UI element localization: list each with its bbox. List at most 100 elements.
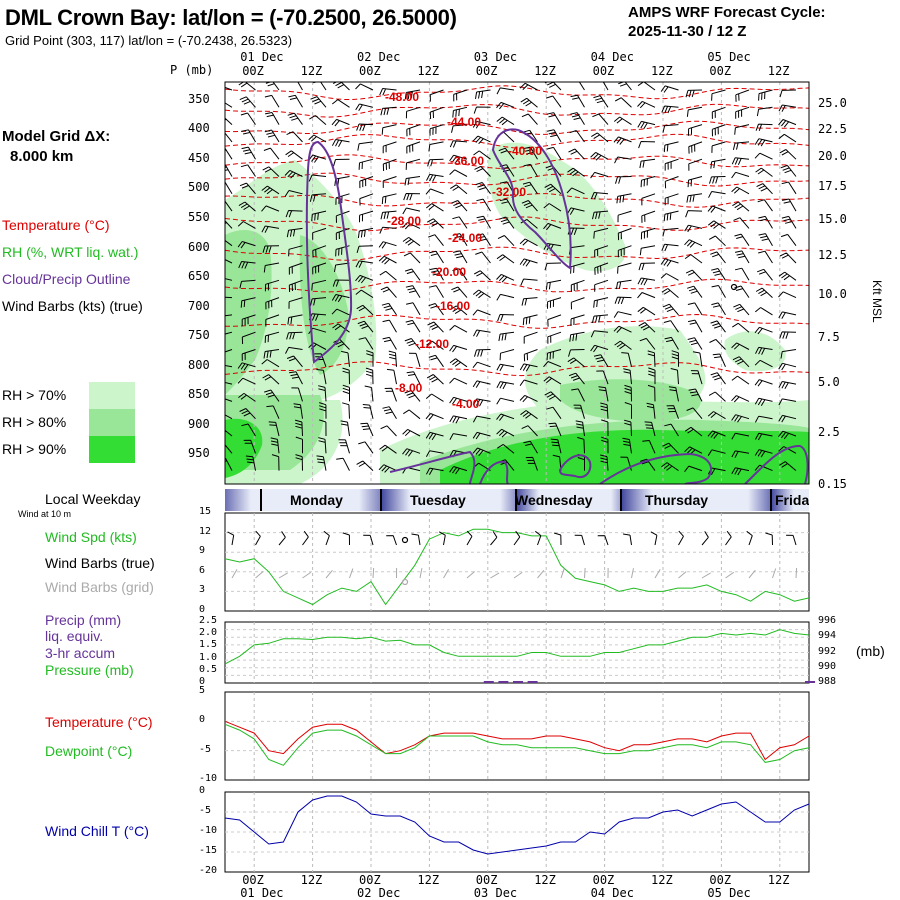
isotherm-label: -4.00 — [452, 397, 480, 411]
wind-barb — [332, 82, 350, 91]
wind-barb — [567, 167, 585, 177]
top-hour-label: 00Z — [359, 64, 381, 78]
wind-barb — [288, 262, 303, 275]
isotherm-label: -28.00 — [387, 214, 421, 228]
bottom-date-label: 01 Dec — [240, 886, 284, 900]
wind-barb — [359, 176, 374, 189]
wind-barb — [496, 87, 515, 95]
wind-barb — [270, 437, 280, 454]
wind-barb — [622, 437, 632, 454]
precip-bar — [805, 681, 815, 683]
wind-barb — [710, 372, 726, 385]
weekday-segment — [515, 489, 635, 511]
wind-barb — [359, 193, 374, 206]
wind-barb — [451, 286, 468, 298]
wind-barb — [342, 402, 350, 419]
wind-barb — [379, 444, 397, 454]
wind-barb — [425, 203, 444, 212]
surface-wind-barb — [534, 530, 542, 546]
wind-barb — [662, 227, 679, 237]
wind-barb — [624, 384, 632, 402]
wind-barb — [670, 368, 679, 385]
surface-wind-barb — [323, 530, 330, 546]
wind-barb — [520, 97, 538, 108]
cloud-outline — [305, 140, 353, 364]
wind-barb — [261, 185, 280, 195]
wind-barb — [734, 233, 750, 246]
wind-barb — [311, 279, 327, 291]
weekday-band: Monday Tuesday Wednesday Thursday Frida — [225, 489, 809, 511]
wind-barb — [600, 402, 609, 419]
wind-barb — [593, 227, 609, 239]
wind-barb — [451, 200, 468, 212]
precip-bar — [483, 681, 494, 683]
wind-barb — [661, 288, 679, 298]
wind-barb — [757, 199, 773, 212]
wind-tick-label: 12 — [199, 525, 212, 537]
wind-barb — [449, 169, 468, 177]
wind-barb — [357, 227, 374, 239]
wind-barb — [406, 371, 421, 385]
wind-barb — [355, 83, 374, 91]
wind-barb — [496, 293, 515, 301]
wind-barb — [355, 274, 374, 284]
wind-barb — [639, 245, 656, 256]
wind-barb — [403, 252, 421, 264]
wind-barb — [264, 279, 280, 292]
wind-barb — [382, 319, 397, 333]
wind-barb — [644, 421, 656, 437]
wind-barb — [660, 258, 679, 267]
wind-chill-legend: Wind Chill T (°C) — [45, 823, 149, 839]
wind-barb — [544, 262, 562, 271]
legend-rh: RH (%, WRT liq. wat.) — [2, 244, 139, 260]
wind-barb — [265, 314, 280, 327]
pressure-tick-label: 400 — [188, 121, 210, 136]
wind-barb — [615, 279, 632, 290]
wind-barb — [386, 368, 397, 385]
wind-barb — [637, 100, 656, 109]
wind-barb — [754, 379, 773, 387]
wind-barb — [264, 331, 280, 343]
wind-barb — [496, 428, 515, 438]
wind-barb — [624, 402, 632, 419]
wind-barb — [778, 104, 797, 112]
grid-wind-barb — [701, 572, 711, 579]
wind-barb — [499, 164, 515, 177]
wind-barb — [309, 115, 327, 125]
wind-barb — [380, 210, 397, 220]
wind-barb — [287, 314, 303, 325]
wind-barb — [240, 164, 256, 177]
wind-tick-label: 0 — [199, 604, 206, 615]
surface-wind-barb — [411, 533, 421, 546]
wind-barb — [225, 414, 233, 420]
wind-barb — [308, 134, 327, 143]
wind-barb — [731, 342, 750, 350]
panel-temperature-dewpoint — [224, 691, 810, 781]
wind-barb — [595, 82, 609, 91]
wind-barb — [735, 106, 750, 119]
wind-barb — [362, 404, 374, 419]
wind-barb — [238, 392, 256, 402]
wind-barb — [734, 124, 750, 135]
kft-tick-label: 12.5 — [818, 248, 847, 262]
wind-barb — [590, 151, 609, 161]
main-grid — [253, 82, 781, 484]
wind-barb — [382, 176, 397, 188]
wind-barb — [262, 374, 280, 385]
wind-barb — [547, 331, 562, 344]
precip-tick-label: 2.0 — [199, 627, 218, 639]
bottom-hour-label: 12Z — [300, 873, 323, 887]
wind-barb — [732, 201, 750, 212]
wind-barb — [661, 462, 679, 472]
wind-barb — [570, 112, 585, 125]
wind-barb — [522, 314, 538, 326]
model-grid-label: Model Grid ΔX: — [2, 128, 111, 145]
wind-barbs-grid-legend: Wind Barbs (grid) — [45, 579, 154, 595]
top-hour-label: 00Z — [242, 64, 264, 78]
wind-barb — [756, 106, 773, 117]
rh70-region — [487, 142, 626, 272]
wind-barb — [472, 309, 491, 316]
grid-wind-barb — [513, 571, 523, 579]
wind-barb — [294, 419, 303, 437]
wind-barb — [578, 82, 585, 91]
